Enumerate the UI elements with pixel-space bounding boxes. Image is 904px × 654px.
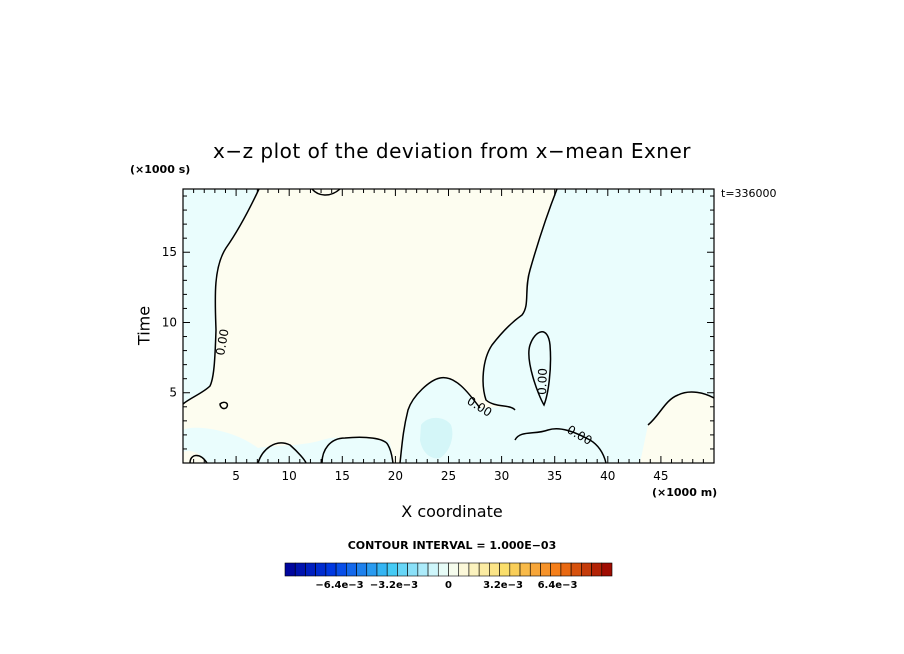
x-tick-label: 40 (600, 469, 615, 483)
contour-line-small (219, 401, 229, 410)
colorbar-cell (489, 562, 500, 577)
colorbar-cell (458, 562, 470, 577)
contour-line-loop (528, 331, 552, 407)
colorbar-cell (366, 562, 378, 577)
colorbar-cell (386, 562, 398, 577)
colorbar-tick-label: 6.4e−3 (538, 580, 578, 591)
colorbar-cell (356, 562, 368, 577)
colorbar-cell (570, 562, 582, 577)
contour-line-right-edge (647, 391, 714, 426)
x-axis-label: X coordinate (0, 502, 904, 521)
colorbar-cell (294, 562, 306, 577)
colorbar-cell (284, 562, 296, 577)
chart-title: x−z plot of the deviation from x−mean Ex… (212, 139, 691, 163)
x-tick-label: 15 (335, 469, 350, 483)
colorbar-cell (560, 562, 572, 577)
colorbar-cell (335, 562, 347, 577)
colorbar-cell (305, 562, 316, 577)
axes: 5 10 15 20 25 30 35 40 45 5 10 15 (162, 189, 714, 483)
contour-line-top (311, 189, 341, 196)
positive-region-main (183, 189, 557, 463)
x-tick-label: 5 (232, 469, 240, 483)
x-axis-label-text: X coordinate (401, 502, 503, 521)
colorbar-cell (407, 562, 419, 577)
colorbar-cell (397, 562, 408, 577)
colorbar-tick-label: 0 (445, 580, 452, 591)
colorbar-cell (591, 562, 603, 577)
colorbar-tick-label: −6.4e−3 (315, 580, 363, 591)
x-tick-label: 45 (653, 469, 668, 483)
colorbar-cell (448, 562, 460, 577)
colorbar-cell (540, 562, 551, 577)
colorbar-cell (519, 562, 531, 577)
x-tick-label: 25 (441, 469, 456, 483)
y-axis-unit: (×1000 s) (130, 163, 191, 176)
y-tick-label: 15 (162, 245, 177, 259)
plot-field (183, 189, 714, 463)
negative-spot (420, 417, 453, 459)
colorbar-tick-label: 3.2e−3 (483, 580, 523, 591)
contour-label: 0.00 (213, 328, 231, 357)
contour-line-bottom-mid (321, 436, 394, 463)
colorbar-cell (315, 562, 327, 577)
x-axis-unit: (×1000 m) (652, 486, 718, 499)
x-tick-label: 35 (547, 469, 562, 483)
contour-line-lower (514, 428, 607, 463)
colorbar-cell (529, 562, 541, 577)
colorbar-cell (417, 562, 429, 577)
colorbar-cell (427, 562, 439, 577)
contour-line-bottom-left (257, 442, 307, 463)
positive-region-low (183, 450, 207, 463)
colorbar-cell (437, 562, 449, 577)
colorbar-cell (581, 562, 592, 577)
colorbar-cell (509, 562, 521, 577)
colorbar: −6.4e−3 −3.2e−3 0 3.2e−3 6.4e−3 (284, 562, 613, 591)
time-stamp: t=336000 (721, 187, 777, 200)
colorbar-tick-label: −3.2e−3 (370, 580, 418, 591)
colorbar-cell (499, 562, 511, 577)
contour-line-center (399, 377, 481, 463)
contour-line-main (183, 189, 260, 405)
x-tick-label: 10 (282, 469, 297, 483)
contour-line-bottom-first (189, 454, 208, 463)
colorbar-cell (325, 562, 337, 577)
colorbar-cell (478, 562, 490, 577)
y-tick-label: 5 (169, 386, 177, 400)
contour-lines (183, 189, 714, 463)
contour-line-right (482, 189, 558, 411)
positive-region-right (640, 391, 714, 463)
colorbar-cell (601, 562, 613, 577)
x-tick-label: 20 (388, 469, 403, 483)
colorbar-cell (550, 562, 562, 577)
x-tick-label: 30 (494, 469, 509, 483)
colorbar-cell (376, 562, 388, 577)
y-tick-label: 10 (162, 315, 177, 329)
colorbar-cell (468, 562, 480, 577)
colorbar-cell (346, 562, 357, 577)
contour-interval-text: CONTOUR INTERVAL = 1.000E−03 (347, 539, 557, 552)
contour-label: 0.00 (535, 368, 550, 395)
